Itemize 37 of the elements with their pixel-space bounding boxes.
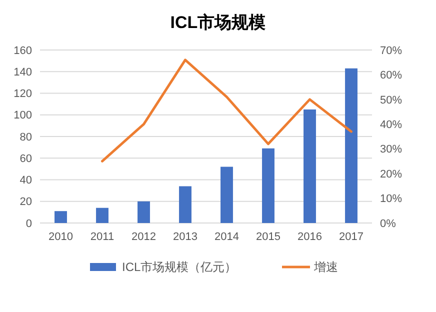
y-tick-label: 120 xyxy=(14,88,32,100)
bar xyxy=(96,208,108,223)
bar xyxy=(304,109,316,223)
x-tick-label: 2015 xyxy=(256,231,280,243)
y-tick-label: 160 xyxy=(14,44,32,57)
y2-tick-label: 40% xyxy=(380,118,402,131)
y-tick-label: 80 xyxy=(20,131,32,144)
x-tick-label: 2016 xyxy=(298,231,322,243)
x-tick-label: 2010 xyxy=(48,231,73,243)
chart-title: ICL市场规模 xyxy=(170,13,266,32)
bar xyxy=(345,68,358,223)
bar xyxy=(179,186,192,223)
line-series xyxy=(101,58,352,162)
y-tick-label: 60 xyxy=(20,152,32,165)
bar xyxy=(262,148,274,223)
y-tick-label: 100 xyxy=(14,110,32,122)
y-tick-label: 20 xyxy=(20,196,32,208)
bar xyxy=(220,166,233,223)
y2-tick-label: 10% xyxy=(380,193,402,206)
x-tick-label: 2017 xyxy=(339,231,364,243)
bar xyxy=(138,201,150,223)
y2-tick-label: 50% xyxy=(380,94,402,106)
x-tick-label: 2014 xyxy=(214,231,239,243)
x-tick-label: 2012 xyxy=(132,231,156,243)
y2-tick-label: 0% xyxy=(380,218,396,230)
y2-tick-label: 20% xyxy=(380,168,402,180)
y-tick-label: 0 xyxy=(26,218,32,230)
y-tick-label: 40 xyxy=(20,174,32,187)
bar xyxy=(54,211,67,223)
y-tick-label: 140 xyxy=(14,66,32,78)
x-tick-label: 2011 xyxy=(90,231,114,243)
y2-tick-label: 60% xyxy=(380,70,402,82)
x-tick-label: 2013 xyxy=(173,231,198,243)
legend-label: 增速 xyxy=(313,260,338,274)
legend-label: ICL市场规模（亿元） xyxy=(122,260,237,274)
y2-tick-label: 30% xyxy=(380,144,402,156)
y2-tick-label: 70% xyxy=(380,44,402,57)
